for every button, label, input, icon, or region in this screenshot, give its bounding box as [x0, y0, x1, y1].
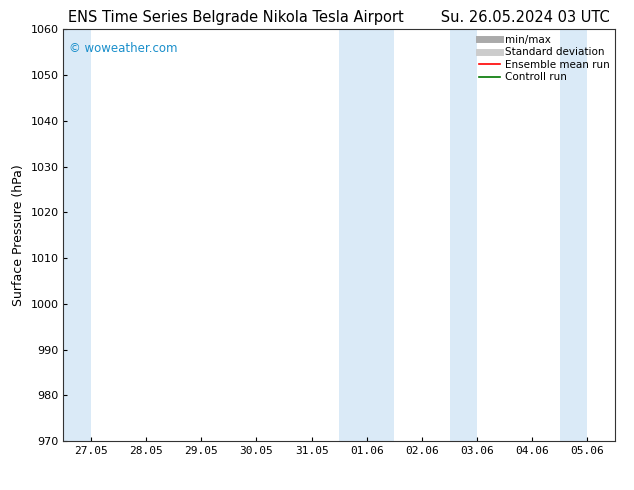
Legend: min/max, Standard deviation, Ensemble mean run, Controll run: min/max, Standard deviation, Ensemble me… — [477, 32, 612, 84]
Title: ENS Time Series Belgrade Nikola Tesla Airport        Su. 26.05.2024 03 UTC: ENS Time Series Belgrade Nikola Tesla Ai… — [68, 10, 610, 25]
Bar — [560, 29, 588, 441]
Text: © woweather.com: © woweather.com — [69, 42, 178, 55]
Bar — [63, 29, 91, 441]
Bar — [339, 29, 394, 441]
Y-axis label: Surface Pressure (hPa): Surface Pressure (hPa) — [12, 164, 25, 306]
Bar — [450, 29, 477, 441]
